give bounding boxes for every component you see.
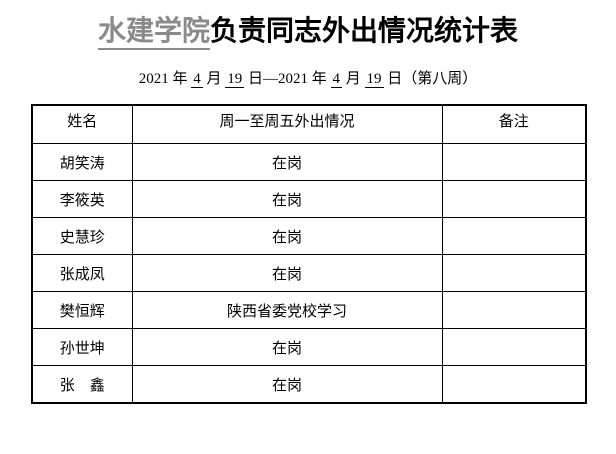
date-month-end: 4 (330, 70, 342, 88)
table-row: 樊恒辉 陕西省委党校学习 (31, 291, 587, 330)
note-cell (441, 328, 587, 367)
note-cell (441, 365, 587, 404)
note-cell (441, 143, 587, 182)
status-cell: 在岗 (131, 143, 443, 182)
name-cell: 张成凤 (31, 254, 133, 293)
title-unit-name: 水建学院 (97, 16, 210, 50)
table-row: 李筱英 在岗 (31, 180, 587, 219)
date-part: 日（第八周） (383, 70, 478, 87)
note-cell (441, 291, 587, 330)
status-cell: 在岗 (131, 365, 443, 404)
header-row: 姓名 周一至周五外出情况 备注 (31, 104, 587, 145)
note-cell (441, 217, 587, 256)
status-cell: 在岗 (131, 328, 443, 367)
date-part: 月 (202, 70, 226, 87)
name-cell: 孙世坤 (31, 328, 133, 367)
table-header: 姓名 周一至周五外出情况 备注 (31, 104, 587, 145)
date-part: 2021 年 (138, 70, 192, 87)
attendance-table: 姓名 周一至周五外出情况 备注 胡笑涛 在岗 李筱英 在岗 史慧珍 在岗 张成凤… (31, 104, 587, 405)
name-cell: 胡笑涛 (31, 143, 133, 182)
status-cell: 在岗 (131, 180, 443, 219)
status-cell: 陕西省委党校学习 (131, 291, 443, 330)
date-range: 2021 年 4 月 19 日—2021 年 4 月 19 日（第八周） (0, 70, 616, 90)
table-row: 张成凤 在岗 (31, 254, 587, 293)
table-row: 史慧珍 在岗 (31, 217, 587, 256)
date-day-end: 19 (364, 70, 384, 88)
date-month-start: 4 (191, 70, 203, 88)
note-cell (441, 180, 587, 219)
date-day-start: 19 (225, 70, 245, 88)
name-cell: 史慧珍 (31, 217, 133, 256)
title-rest: 负责同志外出情况统计表 (210, 16, 519, 47)
table-row: 张 鑫 在岗 (31, 365, 587, 404)
table-row: 胡笑涛 在岗 (31, 143, 587, 182)
table-body: 胡笑涛 在岗 李筱英 在岗 史慧珍 在岗 张成凤 在岗 樊恒辉 陕西省委党校学习… (31, 143, 587, 404)
status-cell: 在岗 (131, 217, 443, 256)
page-title: 水建学院负责同志外出情况统计表 (0, 15, 616, 50)
table-row: 孙世坤 在岗 (31, 328, 587, 367)
date-part: 日—2021 年 (244, 70, 331, 87)
name-cell: 李筱英 (31, 180, 133, 219)
date-part: 月 (342, 70, 365, 87)
header-status: 周一至周五外出情况 (131, 104, 443, 145)
name-cell: 张 鑫 (31, 365, 133, 404)
note-cell (441, 254, 587, 293)
header-note: 备注 (441, 104, 587, 145)
name-cell: 樊恒辉 (31, 291, 133, 330)
status-cell: 在岗 (131, 254, 443, 293)
header-name: 姓名 (31, 104, 133, 145)
